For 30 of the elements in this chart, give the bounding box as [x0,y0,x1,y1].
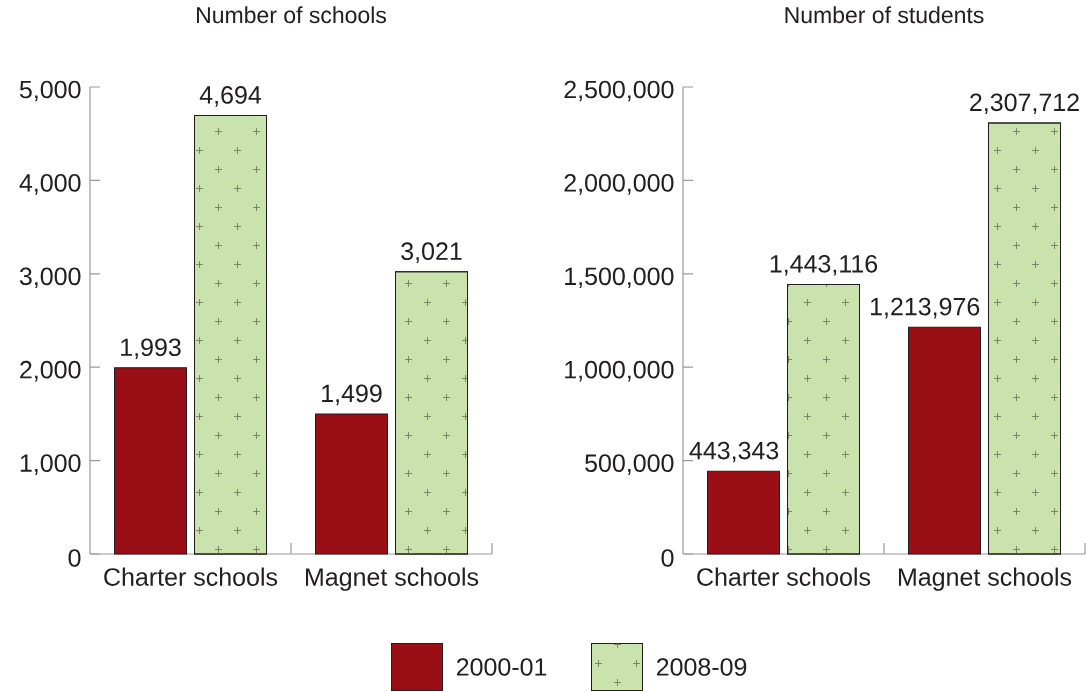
y-tick-label: 1,000,000 [565,360,674,382]
data-label: 1,443,116 [770,254,878,276]
data-label: 2,307,712 [970,93,1079,115]
data-label: 3,021 [401,242,462,264]
x-tick-label: Magnet schools [899,567,1072,591]
y-tick-label: 2,000 [20,360,81,382]
data-label: 1,499 [322,384,382,406]
legend-label: 2008-09 [656,658,747,676]
y-tick-label: 3,000 [19,267,81,289]
y-tick-label: 4,000 [19,174,81,195]
x-tick-label: Charter schools [104,567,278,586]
x-tick-label: Charter schools [697,567,871,586]
y-tick-label: 0 [661,549,674,567]
bar [315,413,389,555]
data-label: 443,343 [689,441,779,463]
chart-title: Number of students [785,6,984,24]
x-tick-label: Magnet schools [306,567,479,591]
y-tick-label: 500,000 [585,454,674,475]
data-label: 1,213,976 [870,297,980,319]
legend-label: 2000-01 [456,658,547,676]
y-tick-label: 2,500,000 [564,80,674,102]
data-label: 1,993 [121,338,181,360]
chart-title: Number of schools [197,6,386,24]
data-label: 4,694 [199,86,262,107]
bar [114,367,188,555]
y-tick-label: 1,000 [20,454,81,475]
y-tick-label: 1,500,000 [565,267,674,289]
y-tick-label: 0 [68,549,81,567]
y-tick-label: 2,000,000 [564,174,674,195]
y-tick-label: 5,000 [19,80,81,102]
